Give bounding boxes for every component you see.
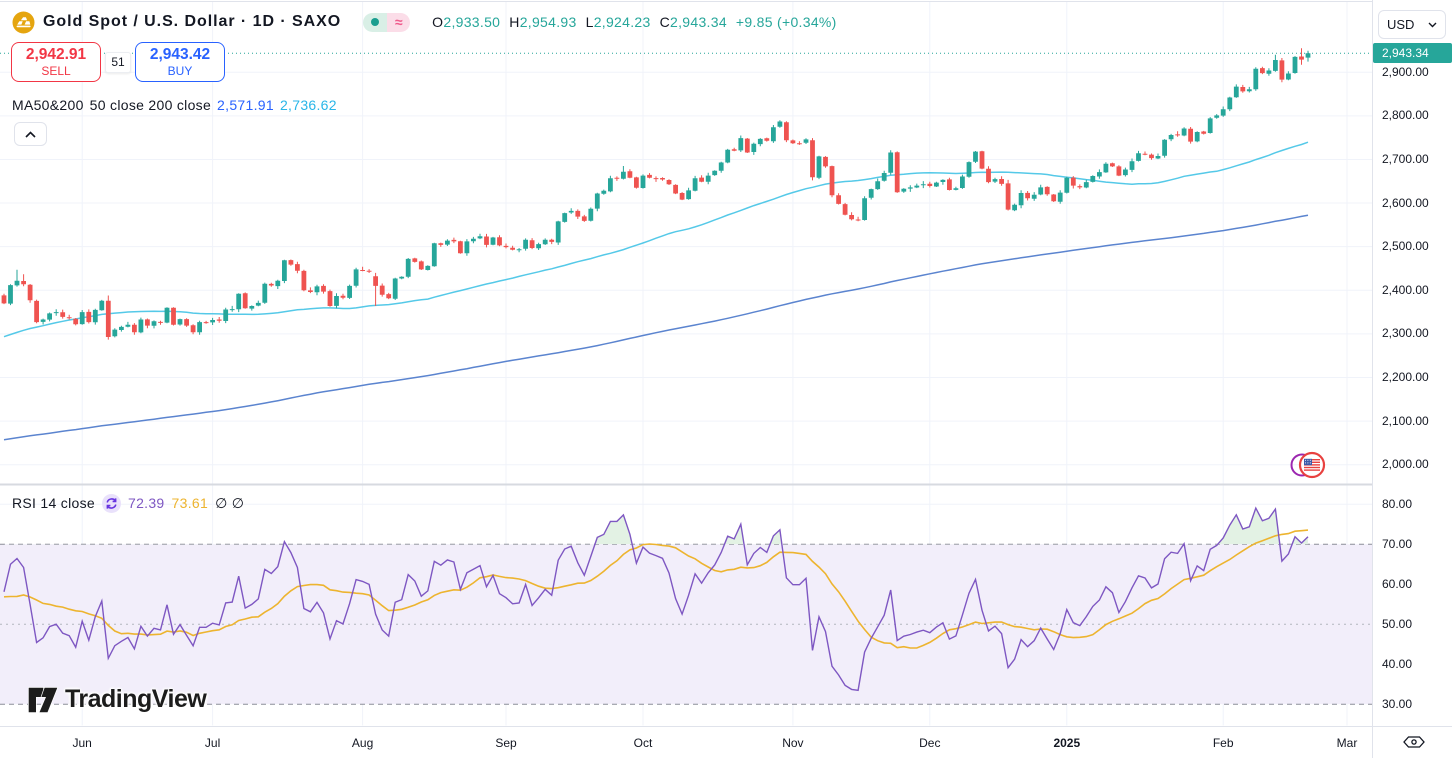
time-axis[interactable]: Jun Jul Aug Sep Oct Nov Dec 2025 Feb Mar: [0, 725, 1452, 758]
ma-legend-title: MA50&200: [12, 97, 84, 113]
approx-icon: ≈: [394, 14, 403, 30]
buy-price: 2,943.42: [149, 46, 211, 63]
ohlc-O: O2,933.50: [432, 14, 501, 30]
market-status-pill[interactable]: ≈: [363, 12, 411, 32]
price-tick-label: 2,500.00: [1382, 239, 1429, 254]
axis-corner-separator: [1372, 725, 1373, 758]
ma-legend-params: 50 close 200 close: [89, 97, 212, 113]
price-tick-label: 2,700.00: [1382, 151, 1429, 166]
candle-wicks-down: [3, 48, 1302, 340]
chevron-down-icon: [1428, 22, 1437, 27]
time-tick-label-Mar[interactable]: Mar: [1336, 735, 1358, 750]
main-pane: [1, 48, 1311, 441]
rsi-ma-line: [3, 529, 1309, 649]
ma-indicator-legend[interactable]: MA50&200 50 close 200 close 2,571.91 2,7…: [12, 97, 343, 113]
market-open-badge: [363, 12, 388, 32]
time-tick-label-Nov[interactable]: Nov: [782, 735, 804, 750]
ma50-line: [3, 141, 1309, 338]
ohlc-L: L2,924.23: [585, 14, 651, 30]
rsi-refresh-icon[interactable]: [101, 493, 121, 513]
rsi-tick-label: 50.00: [1382, 616, 1413, 631]
buy-label: BUY: [167, 64, 193, 78]
price-tick-label: 2,600.00: [1382, 195, 1429, 210]
ohlc-C: C2,943.34: [659, 14, 727, 30]
price-axis[interactable]: 2,900.00 2,800.00 2,700.00 2,600.00 2,500.00…: [1372, 0, 1452, 726]
symbol-title[interactable]: Gold Spot / U.S. Dollar · 1D · SAXO: [43, 13, 342, 30]
sell-label: SELL: [41, 64, 71, 78]
rsi-tick-label: 30.00: [1382, 696, 1413, 711]
price-tick-label: 2,400.00: [1382, 282, 1429, 297]
ohlc-H: H2,954.93: [509, 14, 577, 30]
time-tick-label-Sep[interactable]: Sep: [495, 735, 517, 750]
timezone-settings-icon[interactable]: [1399, 731, 1429, 753]
rsi-extra-values: ∅ ∅: [215, 494, 245, 511]
rsi-tick-label: 40.00: [1382, 656, 1413, 671]
symbol-header: Gold Spot / U.S. Dollar · 1D · SAXO ≈ O2…: [12, 8, 837, 36]
ma200-value: 2,571.91: [217, 97, 274, 113]
rsi-tick-label: 70.00: [1382, 536, 1413, 551]
currency-value: USD: [1387, 17, 1415, 32]
watermark-text: TradingView: [65, 685, 207, 713]
tradingview-logo-icon: [28, 686, 58, 713]
rsi-legend-title: RSI 14 close: [12, 495, 95, 511]
currency-dropdown[interactable]: USD: [1378, 10, 1446, 39]
economic-event-us-flag-icon[interactable]: [1290, 451, 1326, 479]
rsi-pane: [0, 543, 1372, 705]
candle-wicks-up: [10, 50, 1309, 338]
time-tick-label-2025[interactable]: 2025: [1053, 735, 1081, 750]
price-tick-label: 2,200.00: [1382, 370, 1429, 385]
rsi-value: 72.39: [127, 495, 165, 511]
chevron-up-icon: [25, 130, 36, 138]
ma50-value: 2,736.62: [279, 97, 337, 113]
rsi-line: [3, 506, 1309, 692]
spread-value: 51: [105, 51, 131, 73]
delayed-data-badge: ≈: [387, 12, 411, 32]
rsi-indicator-legend[interactable]: RSI 14 close 72.39 73.61 ∅ ∅: [12, 492, 251, 514]
trade-panel: 2,942.91 SELL 51 2,943.42 BUY: [11, 42, 225, 82]
buy-button[interactable]: 2,943.42 BUY: [135, 42, 225, 82]
time-tick-label-Oct[interactable]: Oct: [633, 735, 653, 750]
price-change: +9.85 (+0.34%): [735, 14, 837, 30]
time-tick-label-Feb[interactable]: Feb: [1212, 735, 1234, 750]
time-tick-label-Aug[interactable]: Aug: [351, 735, 374, 750]
price-tick-label: 2,100.00: [1382, 413, 1429, 428]
ohlc-values: O2,933.50 H2,954.93 L2,924.23 C2,943.34 +9.8…: [432, 14, 836, 30]
time-tick-label-Dec[interactable]: Dec: [919, 735, 941, 750]
price-tick-label: 2,300.00: [1382, 326, 1429, 341]
rsi-tick-label: 80.00: [1382, 496, 1413, 511]
tradingview-watermark[interactable]: TradingView: [28, 685, 207, 714]
collapse-pane-button[interactable]: [14, 122, 47, 146]
last-price-badge: 2,943.34: [1373, 43, 1452, 64]
time-tick-label-Jul[interactable]: Jul: [204, 735, 221, 750]
rsi-tick-label: 60.00: [1382, 576, 1413, 591]
price-tick-label: 2,900.00: [1382, 64, 1429, 79]
market-open-dot-icon: [371, 18, 380, 26]
price-tick-label: 2,800.00: [1382, 108, 1429, 123]
time-tick-label-Jun[interactable]: Jun: [72, 735, 92, 750]
ma200-line: [3, 214, 1309, 441]
sell-button[interactable]: 2,942.91 SELL: [11, 42, 101, 82]
price-tick-label: 2,000.00: [1382, 457, 1429, 472]
sell-price: 2,942.91: [25, 46, 87, 63]
gold-coin-icon: [12, 11, 35, 33]
candle-bodies-up: [8, 53, 1311, 337]
rsi-ma-value: 73.61: [171, 495, 209, 511]
